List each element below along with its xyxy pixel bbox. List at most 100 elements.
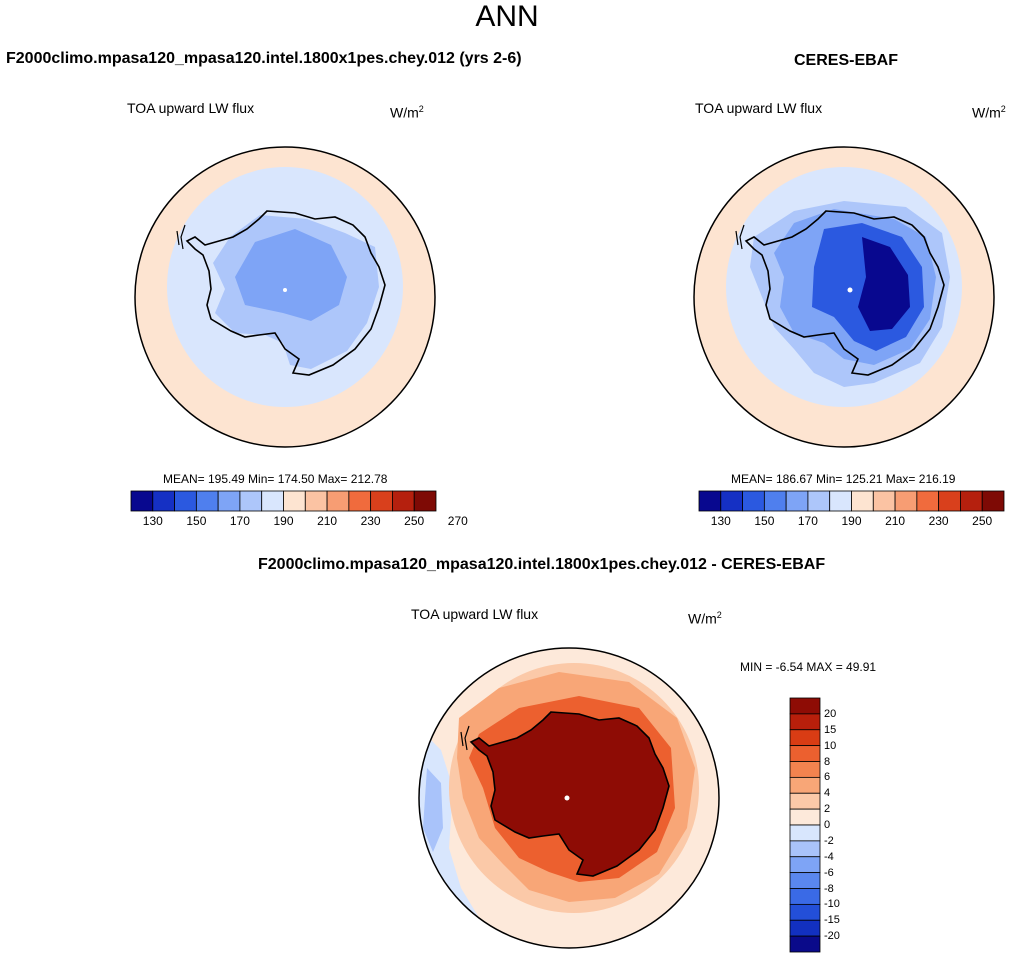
- colorbar-swatch: [789, 697, 821, 715]
- reference-south-pole-dot: [847, 287, 853, 293]
- reference-south-america-tip: [735, 224, 745, 250]
- reference-units: W/m2: [972, 104, 1006, 121]
- colorbar-swatch: [789, 824, 821, 842]
- figure-title: ANN: [475, 0, 539, 33]
- difference-stats: MIN = -6.54 MAX = 49.91: [740, 660, 877, 674]
- colorbar-swatch: [326, 490, 350, 512]
- colorbar-tick: 250: [404, 514, 425, 528]
- difference-cool-patch: [423, 768, 443, 852]
- colorbar-swatch: [916, 490, 940, 512]
- difference-colorbar-ticks: 20 15 10 8 6 4 2 0 -2 -4 -6 -8 -10 -15 -…: [824, 698, 864, 952]
- colorbar-tick: 210: [317, 514, 338, 528]
- colorbar-swatch: [130, 490, 154, 512]
- colorbar-swatch: [789, 745, 821, 762]
- colorbar-swatch: [698, 490, 722, 512]
- test-plateau: [235, 229, 347, 321]
- colorbar-swatch: [785, 490, 809, 512]
- colorbar-swatch: [789, 856, 821, 874]
- colorbar-swatch: [789, 919, 821, 937]
- colorbar-tick: 8: [824, 755, 831, 768]
- reference-polar-map: [693, 146, 995, 448]
- colorbar-swatch: [789, 903, 821, 921]
- colorbar-swatch: [894, 490, 918, 512]
- reference-antarctica-coastline: [744, 210, 945, 376]
- test-map-border: [134, 146, 436, 448]
- colorbar-swatch: [981, 490, 1005, 512]
- colorbar-swatch: [789, 713, 821, 731]
- colorbar-swatch: [239, 490, 263, 512]
- difference-title: F2000climo.mpasa120_mpasa120.intel.1800x…: [258, 556, 826, 573]
- colorbar-tick: 0: [824, 819, 831, 831]
- colorbar-tick: 2: [824, 803, 831, 816]
- reference-stats: MEAN= 186.67 Min= 125.21 Max= 216.19: [731, 472, 956, 486]
- difference-variable-label: TOA upward LW flux: [411, 606, 539, 622]
- colorbar-swatch: [370, 490, 393, 512]
- test-units: W/m2: [390, 104, 424, 121]
- colorbar-tick: 270: [447, 514, 468, 528]
- colorbar-tick: 250: [972, 514, 993, 528]
- colorbar-swatch: [807, 490, 831, 512]
- colorbar-swatch: [392, 490, 415, 512]
- colorbar-tick: -20: [824, 930, 840, 943]
- difference-south-america-tip: [460, 725, 470, 751]
- test-south-america-tip: [176, 224, 186, 250]
- colorbar-swatch: [217, 490, 241, 512]
- test-colorbar-ticks: 130 150 170 190 210 230 250 270: [131, 514, 468, 530]
- difference-polar-map: [418, 647, 720, 949]
- difference-antarctica-coastline: [469, 711, 670, 877]
- colorbar-tick: 170: [797, 514, 818, 528]
- colorbar-swatch: [304, 490, 328, 512]
- colorbar-swatch: [789, 935, 821, 953]
- colorbar-swatch: [152, 490, 175, 512]
- colorbar-swatch: [789, 729, 821, 747]
- reference-variable-label: TOA upward LW flux: [695, 100, 823, 116]
- colorbar-tick: -15: [824, 914, 840, 927]
- colorbar-swatch: [789, 808, 821, 826]
- reference-map-border: [693, 146, 995, 448]
- colorbar-swatch: [742, 490, 765, 512]
- colorbar-swatch: [283, 490, 306, 512]
- difference-colorbar: [789, 697, 821, 953]
- colorbar-swatch: [789, 872, 821, 889]
- colorbar-swatch: [789, 776, 821, 794]
- colorbar-tick: 15: [824, 723, 837, 736]
- colorbar-swatch: [789, 840, 821, 858]
- colorbar-tick: 190: [273, 514, 294, 528]
- colorbar-tick: 6: [824, 771, 831, 784]
- colorbar-swatch: [195, 490, 219, 512]
- colorbar-swatch: [413, 490, 437, 512]
- colorbar-swatch: [789, 792, 821, 810]
- colorbar-swatch: [938, 490, 961, 512]
- difference-antarctic-interior: [471, 712, 669, 876]
- colorbar-swatch: [789, 888, 821, 905]
- colorbar-swatch: [174, 490, 197, 512]
- colorbar-tick: 130: [142, 514, 163, 528]
- colorbar-swatch: [960, 490, 983, 512]
- test-south-pole-dot: [283, 288, 287, 292]
- colorbar-tick: 230: [928, 514, 949, 528]
- colorbar-tick: 190: [841, 514, 862, 528]
- colorbar-tick: 4: [824, 787, 831, 800]
- test-colorbar: [130, 490, 437, 512]
- colorbar-tick: -10: [824, 898, 840, 911]
- colorbar-tick: 150: [754, 514, 775, 528]
- colorbar-tick: 170: [229, 514, 250, 528]
- difference-units: W/m2: [688, 610, 722, 627]
- colorbar-swatch: [348, 490, 372, 512]
- colorbar-swatch: [720, 490, 743, 512]
- test-case-title: F2000climo.mpasa120_mpasa120.intel.1800x…: [6, 50, 522, 67]
- difference-south-pole-dot: [564, 795, 570, 801]
- colorbar-tick: 20: [824, 707, 837, 720]
- colorbar-swatch: [872, 490, 896, 512]
- colorbar-tick: -8: [824, 882, 834, 895]
- reference-east-plateau: [858, 237, 910, 331]
- reference-colorbar-ticks: 130 150 170 190 210 230 250 270: [699, 514, 1004, 530]
- colorbar-tick: 150: [186, 514, 207, 528]
- reference-colorbar: [698, 490, 1005, 512]
- test-antarctica-coastline: [185, 210, 386, 376]
- colorbar-tick: -2: [824, 834, 834, 847]
- colorbar-tick: -4: [824, 850, 834, 863]
- colorbar-swatch: [851, 490, 874, 512]
- reference-title: CERES-EBAF: [794, 52, 899, 69]
- difference-map-border: [418, 647, 720, 949]
